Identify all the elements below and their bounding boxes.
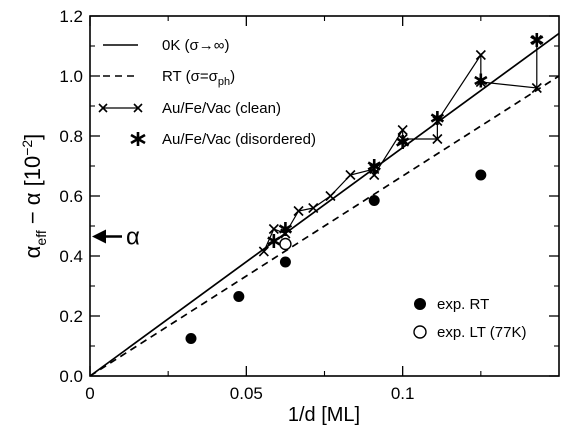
legend-label-exp-rt: exp. RT <box>437 296 489 313</box>
legend-label-rt-close: ) <box>230 68 235 85</box>
data-point-disordered <box>430 111 445 125</box>
data-point-clean <box>308 202 319 214</box>
data-point-clean <box>397 124 408 136</box>
data-point-exp-rt <box>233 291 245 302</box>
plot-frame <box>89 15 560 377</box>
data-point-clean <box>293 205 304 217</box>
data-point-disordered <box>267 234 281 248</box>
legend-label-disordered: Au/Fe/Vac (disordered) <box>162 131 316 148</box>
data-point-exp-rt <box>185 333 197 344</box>
y-tick-label: 0.6 <box>59 187 83 206</box>
legend-bottom: exp. RT exp. LT (77K) <box>413 296 527 341</box>
data-point-exp-rt <box>279 256 291 268</box>
data-point-disordered <box>278 222 293 236</box>
legend-label-clean: Au/Fe/Vac (clean) <box>162 100 281 117</box>
data-point-clean <box>475 49 486 61</box>
y-tick-label: 0.8 <box>59 127 83 146</box>
legend-swatch-exp-lt <box>413 325 427 339</box>
legend-swatch-clean <box>98 103 143 113</box>
arrow-label: α <box>126 224 140 251</box>
data-point-clean <box>432 133 443 145</box>
y-axis-label-base: α <box>20 245 45 258</box>
data-point-clean <box>369 169 380 181</box>
y-axis-label-rest: − α [10 <box>20 156 45 231</box>
x-tick-label: 0 <box>85 384 94 403</box>
x-tick-label: 0.1 <box>391 384 415 403</box>
y-tick-label: 0.4 <box>59 247 83 266</box>
y-axis-label-superscript: −2 <box>19 140 35 156</box>
data-point-clean <box>531 82 542 94</box>
y-tick-label: 1.2 <box>59 7 83 26</box>
y-tick-label: 0.2 <box>59 307 83 326</box>
y-tick-label: 1.0 <box>59 67 83 86</box>
alpha-arrow-annotation: α <box>92 224 140 251</box>
x-axis-label: 1/d [ML] <box>288 404 360 426</box>
data-point-clean <box>345 169 356 181</box>
legend-label-0k: 0K (σ→∞) <box>162 37 229 54</box>
data-point-disordered <box>396 135 410 149</box>
series-line-0k <box>90 32 559 376</box>
data-point-exp-lt <box>279 237 292 251</box>
data-point-exp-rt <box>475 169 487 181</box>
y-axis-label-subscript: eff <box>33 230 49 245</box>
data-point-clean <box>268 223 279 235</box>
data-point-disordered <box>530 33 544 47</box>
data-point-clean <box>258 246 269 257</box>
y-axis-label: αeff − α [10−2] <box>19 134 49 259</box>
legend-label-exp-lt: exp. LT (77K) <box>437 324 527 341</box>
legend-label-rt-sub: ph <box>218 76 230 88</box>
legend-label-rt: RT (σ=σph) <box>162 68 235 88</box>
x-tick-label: 0.05 <box>230 384 263 403</box>
legend-label-rt-base: RT (σ=σ <box>162 68 219 85</box>
data-point-exp-rt <box>368 195 380 206</box>
data-point-disordered <box>474 73 488 88</box>
data-point-clean <box>325 190 336 202</box>
series-line-rt-ph <box>90 75 559 376</box>
y-tick-label: 0.0 <box>59 367 83 386</box>
legend-swatch-exp-rt <box>414 298 426 310</box>
legend-top: 0K (σ→∞) RT (σ=σph) Au/Fe/Vac (clean) Au… <box>98 37 316 148</box>
legend-swatch-disordered <box>130 132 146 146</box>
arrow-head <box>92 229 106 244</box>
y-axis-label-close: ] <box>20 134 45 140</box>
data-point-disordered <box>367 159 381 173</box>
